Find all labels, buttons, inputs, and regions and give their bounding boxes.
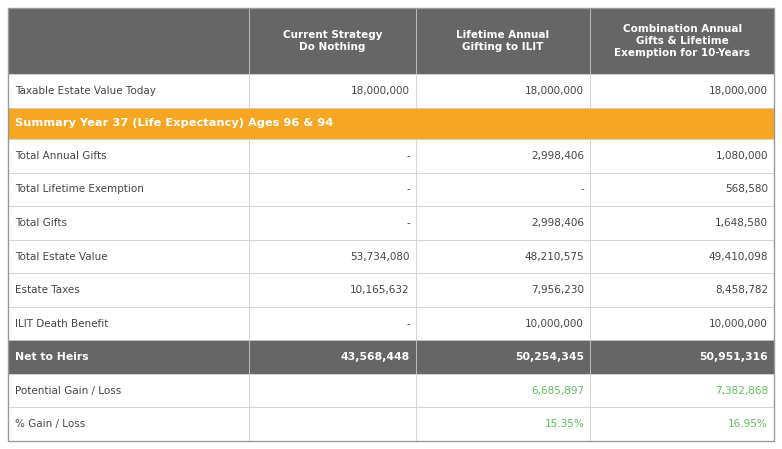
Bar	[8, 139, 249, 173]
Bar	[590, 340, 774, 374]
Text: Current Strategy
Do Nothing: Current Strategy Do Nothing	[283, 30, 382, 52]
Text: % Gain / Loss: % Gain / Loss	[15, 419, 85, 429]
Text: Lifetime Annual
Gifting to ILIT: Lifetime Annual Gifting to ILIT	[457, 30, 550, 52]
Bar	[416, 8, 590, 74]
Bar	[590, 240, 774, 273]
Bar	[590, 206, 774, 240]
Bar	[249, 407, 416, 441]
Text: 7,382,868: 7,382,868	[715, 386, 768, 396]
Bar	[416, 307, 590, 340]
Bar	[590, 407, 774, 441]
Text: Estate Taxes: Estate Taxes	[15, 285, 80, 295]
Bar	[8, 307, 249, 340]
Bar	[249, 74, 416, 108]
Bar	[590, 139, 774, 173]
Text: 7,956,230: 7,956,230	[531, 285, 584, 295]
Bar	[249, 340, 416, 374]
Bar	[8, 240, 249, 273]
Text: 16.95%: 16.95%	[728, 419, 768, 429]
Bar	[416, 374, 590, 407]
Bar	[590, 307, 774, 340]
Text: 8,458,782: 8,458,782	[715, 285, 768, 295]
Bar	[249, 240, 416, 273]
Bar	[8, 8, 249, 74]
Bar	[590, 273, 774, 307]
Bar	[416, 206, 590, 240]
Text: Taxable Estate Value Today: Taxable Estate Value Today	[15, 86, 156, 96]
Bar	[416, 340, 590, 374]
Bar	[590, 74, 774, 108]
Bar	[249, 307, 416, 340]
Bar	[8, 273, 249, 307]
Bar	[8, 340, 249, 374]
Bar	[590, 173, 774, 206]
Text: -: -	[406, 319, 410, 329]
Text: 1,648,580: 1,648,580	[715, 218, 768, 228]
Bar	[249, 374, 416, 407]
Text: 2,998,406: 2,998,406	[531, 151, 584, 161]
Bar	[8, 108, 774, 139]
Text: Total Gifts: Total Gifts	[15, 218, 67, 228]
Text: Potential Gain / Loss: Potential Gain / Loss	[15, 386, 121, 396]
Text: 49,410,098: 49,410,098	[708, 251, 768, 261]
Text: Combination Annual
Gifts & Lifetime
Exemption for 10-Years: Combination Annual Gifts & Lifetime Exem…	[614, 24, 750, 57]
Text: 18,000,000: 18,000,000	[526, 86, 584, 96]
Text: 50,951,316: 50,951,316	[699, 352, 768, 362]
Text: 15.35%: 15.35%	[544, 419, 584, 429]
Text: Total Lifetime Exemption: Total Lifetime Exemption	[15, 185, 144, 194]
Bar	[8, 407, 249, 441]
Text: 10,000,000: 10,000,000	[526, 319, 584, 329]
Text: 18,000,000: 18,000,000	[351, 86, 410, 96]
Bar	[8, 374, 249, 407]
Text: 53,734,080: 53,734,080	[350, 251, 410, 261]
Bar	[249, 139, 416, 173]
Text: 6,685,897: 6,685,897	[531, 386, 584, 396]
Text: 10,165,632: 10,165,632	[350, 285, 410, 295]
Text: 43,568,448: 43,568,448	[341, 352, 410, 362]
Bar	[8, 74, 249, 108]
Bar	[249, 8, 416, 74]
Text: -: -	[406, 185, 410, 194]
Text: ILIT Death Benefit: ILIT Death Benefit	[15, 319, 109, 329]
Text: 1,080,000: 1,080,000	[716, 151, 768, 161]
Text: Total Estate Value: Total Estate Value	[15, 251, 108, 261]
Bar	[416, 407, 590, 441]
Text: 48,210,575: 48,210,575	[525, 251, 584, 261]
Text: 50,254,345: 50,254,345	[515, 352, 584, 362]
Bar	[249, 273, 416, 307]
Bar	[249, 206, 416, 240]
Text: 2,998,406: 2,998,406	[531, 218, 584, 228]
Bar	[590, 8, 774, 74]
Bar	[416, 273, 590, 307]
Text: -: -	[580, 185, 584, 194]
Bar	[416, 173, 590, 206]
Bar	[416, 139, 590, 173]
Bar	[416, 74, 590, 108]
Text: -: -	[406, 218, 410, 228]
Text: 568,580: 568,580	[725, 185, 768, 194]
Text: 10,000,000: 10,000,000	[709, 319, 768, 329]
Bar	[590, 374, 774, 407]
Text: Net to Heirs: Net to Heirs	[15, 352, 88, 362]
Text: Total Annual Gifts: Total Annual Gifts	[15, 151, 106, 161]
Bar	[249, 173, 416, 206]
Bar	[8, 206, 249, 240]
Bar	[416, 240, 590, 273]
Text: -: -	[406, 151, 410, 161]
Bar	[8, 173, 249, 206]
Text: 18,000,000: 18,000,000	[709, 86, 768, 96]
Text: Summary Year 37 (Life Expectancy) Ages 96 & 94: Summary Year 37 (Life Expectancy) Ages 9…	[15, 119, 333, 128]
